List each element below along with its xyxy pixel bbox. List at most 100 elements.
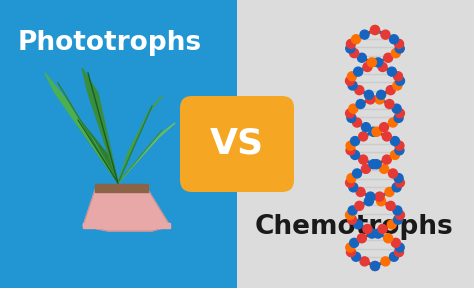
Circle shape <box>389 169 397 178</box>
Circle shape <box>352 252 361 261</box>
Circle shape <box>377 90 385 99</box>
Circle shape <box>355 201 364 210</box>
Circle shape <box>380 123 389 132</box>
Circle shape <box>348 206 357 215</box>
Circle shape <box>357 234 366 243</box>
Circle shape <box>346 141 355 150</box>
Text: Chemotrophs: Chemotrophs <box>255 214 454 240</box>
Circle shape <box>391 150 400 160</box>
Circle shape <box>367 229 376 238</box>
Circle shape <box>383 155 392 164</box>
Polygon shape <box>82 68 118 183</box>
Circle shape <box>385 100 394 109</box>
Circle shape <box>394 174 403 183</box>
Circle shape <box>346 39 356 48</box>
Polygon shape <box>45 73 118 183</box>
Circle shape <box>356 187 365 196</box>
Circle shape <box>383 234 392 243</box>
Polygon shape <box>118 123 175 183</box>
Circle shape <box>363 62 372 71</box>
Circle shape <box>371 26 380 35</box>
Circle shape <box>393 206 402 215</box>
Circle shape <box>381 30 390 39</box>
Circle shape <box>372 127 381 136</box>
Circle shape <box>391 137 400 145</box>
Text: VS: VS <box>210 127 264 161</box>
Circle shape <box>393 215 402 224</box>
Circle shape <box>346 211 355 219</box>
Circle shape <box>349 183 358 192</box>
Circle shape <box>350 238 359 247</box>
Circle shape <box>351 150 360 160</box>
Circle shape <box>372 160 381 169</box>
Circle shape <box>394 39 403 48</box>
Circle shape <box>348 81 357 90</box>
Circle shape <box>375 95 384 104</box>
Circle shape <box>392 183 401 192</box>
Circle shape <box>359 155 368 164</box>
Circle shape <box>371 262 380 270</box>
Circle shape <box>363 224 372 234</box>
Circle shape <box>347 72 356 81</box>
Circle shape <box>378 62 387 71</box>
Circle shape <box>383 132 392 141</box>
Circle shape <box>354 220 363 229</box>
Circle shape <box>354 67 363 76</box>
Circle shape <box>381 257 390 266</box>
Polygon shape <box>83 190 170 231</box>
Circle shape <box>390 252 399 261</box>
Circle shape <box>392 49 401 58</box>
Circle shape <box>356 100 365 109</box>
Circle shape <box>371 262 380 270</box>
Circle shape <box>346 44 355 53</box>
Circle shape <box>395 211 404 219</box>
Polygon shape <box>95 184 148 192</box>
Circle shape <box>386 86 395 95</box>
Circle shape <box>346 146 355 155</box>
Circle shape <box>360 30 369 39</box>
Circle shape <box>362 164 371 173</box>
Circle shape <box>387 67 396 76</box>
Circle shape <box>377 197 385 206</box>
Text: Phototrophs: Phototrophs <box>18 30 202 56</box>
Circle shape <box>357 53 366 62</box>
Circle shape <box>346 109 355 118</box>
Circle shape <box>395 141 404 150</box>
Circle shape <box>366 192 375 201</box>
Circle shape <box>386 201 395 210</box>
Circle shape <box>374 58 383 67</box>
Circle shape <box>371 26 380 35</box>
Polygon shape <box>72 110 118 183</box>
Circle shape <box>351 137 360 145</box>
Circle shape <box>374 229 383 238</box>
Circle shape <box>353 118 362 127</box>
Circle shape <box>395 76 404 86</box>
Circle shape <box>390 35 399 44</box>
Circle shape <box>394 113 403 122</box>
Circle shape <box>355 86 364 95</box>
Circle shape <box>349 104 358 113</box>
Circle shape <box>346 76 355 86</box>
Circle shape <box>395 178 404 187</box>
Circle shape <box>395 243 404 252</box>
Circle shape <box>392 238 401 247</box>
Polygon shape <box>118 96 162 183</box>
Circle shape <box>352 35 361 44</box>
Circle shape <box>346 178 355 187</box>
Circle shape <box>385 187 394 196</box>
Circle shape <box>347 113 356 122</box>
Circle shape <box>347 215 356 224</box>
Circle shape <box>375 192 384 201</box>
Circle shape <box>359 132 368 141</box>
Circle shape <box>367 58 376 67</box>
Circle shape <box>383 53 392 62</box>
Circle shape <box>395 44 404 53</box>
Circle shape <box>346 243 355 252</box>
Circle shape <box>362 123 371 132</box>
Polygon shape <box>83 223 170 228</box>
Circle shape <box>394 248 403 257</box>
Circle shape <box>393 72 402 81</box>
Circle shape <box>395 109 404 118</box>
Circle shape <box>395 146 404 155</box>
Circle shape <box>353 169 362 178</box>
